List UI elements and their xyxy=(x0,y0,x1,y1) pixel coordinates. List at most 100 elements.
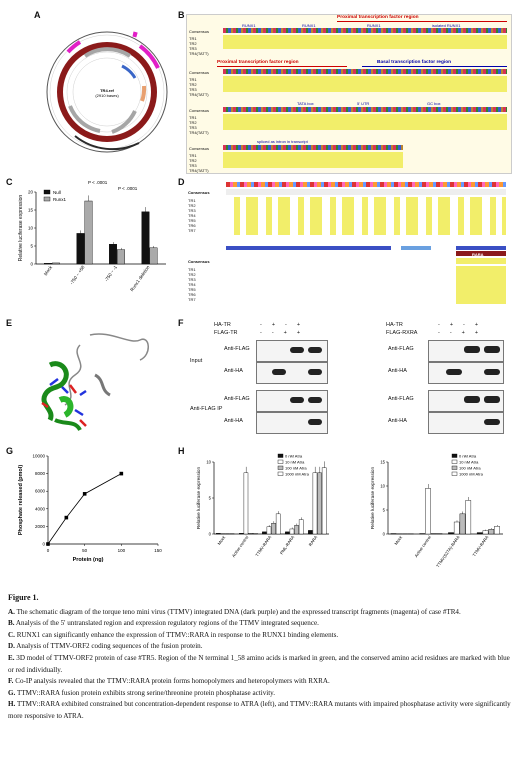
basal-region-label: Basal transcription factor region xyxy=(377,60,452,65)
bar xyxy=(141,211,150,265)
legend-swatch xyxy=(43,189,51,195)
bar xyxy=(448,532,454,535)
legend-label: 0 nM Atra xyxy=(459,454,477,459)
panel-h-left-bar-chart: 0 5 10 Mock Active control TTMV-RARA PML-RARA R… xyxy=(196,454,329,559)
x-tick-label: Mock xyxy=(216,534,226,546)
bar xyxy=(117,249,125,265)
caption-item-h: H. TTMV::RARA exhibited constrained but … xyxy=(8,700,511,720)
data-point xyxy=(82,492,87,496)
panel-label-a: A xyxy=(34,10,41,20)
d1-row-tr6: TR6 xyxy=(188,223,196,228)
runx1-label-4: isolated RUNX1 xyxy=(432,23,461,28)
bar xyxy=(312,472,318,535)
rara-label: RARA xyxy=(472,251,484,257)
y-tick-label: 5 xyxy=(30,244,33,249)
x-tick-label: -750 ~ -1 xyxy=(104,264,119,282)
seq-row-b1-1: TR1 xyxy=(189,36,197,41)
legend-swatch xyxy=(451,471,458,476)
legend-swatch xyxy=(277,471,284,476)
panel-e-3d-model xyxy=(41,333,149,432)
data-point xyxy=(119,471,124,476)
runx1-label-2: RUNX1 xyxy=(302,23,316,28)
legend-label: Runx1 xyxy=(53,197,67,202)
x-axis-title: Protein (ng) xyxy=(73,557,104,563)
left-input-anti-ha: Anti-HA xyxy=(224,368,243,374)
y-tick-label: 0 xyxy=(209,532,212,537)
bar xyxy=(488,528,495,535)
panel-f-coip: HA-TR FLAG-TR -+-+ --++ Input Anti-FLAG … xyxy=(186,320,516,446)
y-axis-title: Relative luciferase expression xyxy=(370,466,375,529)
right-ip-anti-ha: Anti-HA xyxy=(388,418,407,424)
d1-row-tr4: TR4 xyxy=(188,213,196,218)
bar xyxy=(149,247,158,265)
seq-row-b2-3: TR3 xyxy=(189,87,197,92)
d1-row-tr1: TR1 xyxy=(188,198,196,203)
bar xyxy=(216,533,221,535)
left-ip-label: Anti-FLAG IP xyxy=(190,406,223,412)
d2-row-tr3: TR3 xyxy=(188,277,196,282)
bar xyxy=(239,533,244,535)
left-input-label: Input xyxy=(190,358,203,364)
left-input-anti-flag: Anti-FLAG xyxy=(224,346,250,352)
panel-a-circular-map: TR4.ref (2910 bases) xyxy=(46,31,168,153)
legend-label: 10 nM Atra xyxy=(459,460,479,465)
bar xyxy=(465,500,472,535)
caption-item-g: G. TTMV::RARA fusion protein exhibits st… xyxy=(8,688,276,697)
y-tick-label: 6000 xyxy=(35,489,46,494)
legend-label: 1000 nM Atra xyxy=(285,472,310,477)
legend-swatch xyxy=(451,459,458,464)
x-tick-label: 150 xyxy=(154,548,162,553)
x-tick-label: Active control xyxy=(413,535,432,559)
data-point xyxy=(46,542,50,546)
bar xyxy=(321,467,327,535)
bar xyxy=(453,521,460,535)
panel-label-g: G xyxy=(6,446,14,456)
bar xyxy=(44,263,52,265)
p-value: P < .0001 xyxy=(88,180,108,185)
bar xyxy=(289,528,295,535)
seq-row-b4-3: TR3 xyxy=(189,163,197,168)
caption-item-d: D. Analysis of TTMV-ORF2 coding sequence… xyxy=(8,642,203,651)
bar xyxy=(262,531,267,535)
seq-row-b3-4: TR4(TATT) xyxy=(189,130,209,135)
x-tick-label: Active control xyxy=(231,535,250,559)
y-tick-label: 8000 xyxy=(35,471,46,476)
x-tick-label: Mock xyxy=(43,264,54,276)
d1-row-tr2: TR2 xyxy=(188,203,196,208)
consensus-label-b3: Consensus xyxy=(189,108,210,113)
right-treat-ha: HA-TR xyxy=(386,322,403,328)
panel-g-line-chart: 0 2000 4000 6000 8000 10000 0 50 100 150 Protein (… xyxy=(18,454,162,564)
legend-swatch xyxy=(277,465,284,470)
x-tick-label: 0 xyxy=(47,548,50,553)
y-tick-label: 4000 xyxy=(35,506,46,511)
left-treat-ha: HA-TR xyxy=(214,322,231,328)
y-tick-label: 0 xyxy=(383,532,386,537)
seq-row-b2-4: TR4(TATT) xyxy=(189,92,209,97)
panel-label-d: D xyxy=(178,177,185,187)
bar xyxy=(52,262,60,265)
legend-label: 0 nM Atra xyxy=(285,454,303,459)
caption-item-e: E. 3D model of TTMV-ORF2 protein of case… xyxy=(8,653,510,674)
bar xyxy=(285,531,290,535)
proximal-region-label: Proximal transcription factor region xyxy=(337,15,419,20)
spliced-label: spliced as intron in transcript xyxy=(257,139,308,144)
utr-label: 5' UTR xyxy=(357,101,370,106)
panel-label-f: F xyxy=(178,318,184,328)
right-input-anti-ha: Anti-HA xyxy=(388,368,407,374)
d2-row-tr7: TR7 xyxy=(188,297,196,302)
x-tick-label: TTMV(S27A)-RARA xyxy=(435,535,461,569)
proximal-region-label-2: Proximal transcription factor region xyxy=(217,60,299,65)
bar xyxy=(84,200,93,265)
x-tick-label: 100 xyxy=(118,548,126,553)
d1-row-tr5: TR5 xyxy=(188,218,196,223)
d2-row-tr6: TR6 xyxy=(188,292,196,297)
seq-row-b4-1: TR1 xyxy=(189,153,197,158)
y-tick-label: 2000 xyxy=(35,524,46,529)
x-tick-label: 50 xyxy=(82,548,88,553)
consensus-label-d2: Consensus xyxy=(188,259,210,264)
figure-title: Figure 1. xyxy=(8,593,39,602)
seq-row-b4-2: TR2 xyxy=(189,158,197,163)
panel-a-center-label: TR4.ref xyxy=(100,88,114,93)
right-ip-anti-flag: Anti-FLAG xyxy=(388,396,414,402)
legend-label: Null xyxy=(53,190,61,195)
